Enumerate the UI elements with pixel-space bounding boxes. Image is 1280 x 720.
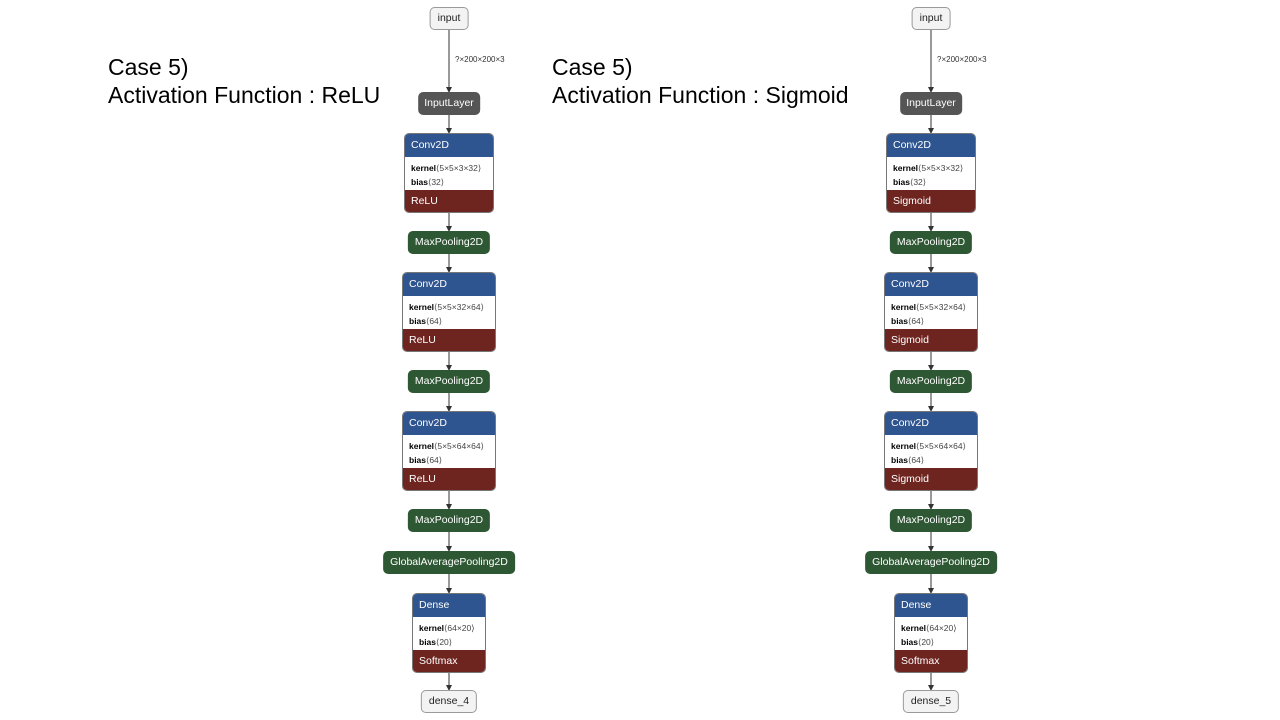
- input-node: input: [911, 7, 951, 30]
- activation-label: ReLU: [405, 190, 493, 212]
- input-layer-node: InputLayer: [418, 92, 480, 115]
- layer-title: Conv2D: [885, 412, 977, 435]
- caption-case: Case 5): [108, 54, 189, 80]
- kernel-label: kernel: [891, 302, 917, 312]
- activation-label: Sigmoid: [885, 468, 977, 490]
- kernel-label: kernel: [419, 623, 445, 633]
- caption-relu: Case 5) Activation Function : ReLU: [108, 53, 380, 109]
- output-node: dense_5: [902, 690, 960, 713]
- activation-label: Sigmoid: [887, 190, 975, 212]
- kernel-shape: ⟨5×5×3×32⟩: [436, 163, 482, 173]
- kernel-shape: ⟨5×5×64×64⟩: [916, 441, 966, 451]
- layer-params: kernel⟨5×5×64×64⟩ bias⟨64⟩: [885, 435, 977, 468]
- maxpool-node-3: MaxPooling2D: [407, 509, 491, 532]
- layer-params: kernel⟨5×5×3×32⟩ bias⟨32⟩: [405, 157, 493, 190]
- bias-label: bias: [893, 177, 911, 187]
- caption-activation: Activation Function : Sigmoid: [552, 82, 849, 108]
- kernel-label: kernel: [409, 441, 435, 451]
- maxpool-node-3: MaxPooling2D: [889, 509, 973, 532]
- activation-label: Softmax: [895, 650, 967, 672]
- input-shape-label: ?×200×200×3: [937, 55, 987, 64]
- model-graph-relu: input ?×200×200×3 InputLayer Conv2D kern…: [379, 0, 519, 720]
- dense-node: Dense kernel⟨64×20⟩ bias⟨20⟩ Softmax: [894, 593, 968, 673]
- bias-shape: ⟨64⟩: [908, 316, 925, 326]
- conv2d-node-3: Conv2D kernel⟨5×5×64×64⟩ bias⟨64⟩ ReLU: [402, 411, 496, 491]
- input-shape-label: ?×200×200×3: [455, 55, 505, 64]
- bias-shape: ⟨20⟩: [918, 637, 935, 647]
- bias-shape: ⟨64⟩: [426, 316, 443, 326]
- caption-sigmoid: Case 5) Activation Function : Sigmoid: [552, 53, 849, 109]
- activation-label: Sigmoid: [885, 329, 977, 351]
- global-avg-pool-node: GlobalAveragePooling2D: [865, 551, 997, 574]
- kernel-shape: ⟨64×20⟩: [444, 623, 475, 633]
- layer-title: Conv2D: [403, 273, 495, 296]
- bias-shape: ⟨32⟩: [910, 177, 927, 187]
- layer-title: Conv2D: [887, 134, 975, 157]
- kernel-label: kernel: [901, 623, 927, 633]
- kernel-label: kernel: [411, 163, 437, 173]
- layer-params: kernel⟨64×20⟩ bias⟨20⟩: [895, 617, 967, 650]
- layer-params: kernel⟨5×5×3×32⟩ bias⟨32⟩: [887, 157, 975, 190]
- maxpool-node-1: MaxPooling2D: [407, 231, 491, 254]
- maxpool-node-2: MaxPooling2D: [407, 370, 491, 393]
- bias-label: bias: [409, 455, 427, 465]
- bias-label: bias: [409, 316, 427, 326]
- layer-params: kernel⟨5×5×32×64⟩ bias⟨64⟩: [403, 296, 495, 329]
- conv2d-node-2: Conv2D kernel⟨5×5×32×64⟩ bias⟨64⟩ ReLU: [402, 272, 496, 352]
- caption-activation: Activation Function : ReLU: [108, 82, 381, 108]
- activation-label: ReLU: [403, 329, 495, 351]
- global-avg-pool-node: GlobalAveragePooling2D: [383, 551, 515, 574]
- maxpool-node-1: MaxPooling2D: [889, 231, 973, 254]
- kernel-shape: ⟨64×20⟩: [926, 623, 957, 633]
- layer-title: Conv2D: [403, 412, 495, 435]
- layer-params: kernel⟨5×5×32×64⟩ bias⟨64⟩: [885, 296, 977, 329]
- bias-label: bias: [411, 177, 429, 187]
- layer-params: kernel⟨64×20⟩ bias⟨20⟩: [413, 617, 485, 650]
- graph-edges: [928, 29, 934, 691]
- kernel-shape: ⟨5×5×64×64⟩: [434, 441, 484, 451]
- bias-label: bias: [901, 637, 919, 647]
- kernel-shape: ⟨5×5×32×64⟩: [434, 302, 484, 312]
- kernel-label: kernel: [409, 302, 435, 312]
- maxpool-node-2: MaxPooling2D: [889, 370, 973, 393]
- bias-shape: ⟨64⟩: [426, 455, 443, 465]
- kernel-shape: ⟨5×5×3×32⟩: [918, 163, 964, 173]
- dense-node: Dense kernel⟨64×20⟩ bias⟨20⟩ Softmax: [412, 593, 486, 673]
- kernel-label: kernel: [891, 441, 917, 451]
- bias-label: bias: [419, 637, 437, 647]
- caption-case: Case 5): [552, 54, 633, 80]
- layer-params: kernel⟨5×5×64×64⟩ bias⟨64⟩: [403, 435, 495, 468]
- conv2d-node-1: Conv2D kernel⟨5×5×3×32⟩ bias⟨32⟩ ReLU: [404, 133, 494, 213]
- kernel-shape: ⟨5×5×32×64⟩: [916, 302, 966, 312]
- layer-title: Dense: [413, 594, 485, 617]
- bias-shape: ⟨32⟩: [428, 177, 445, 187]
- model-graph-sigmoid: input ?×200×200×3 InputLayer Conv2D kern…: [861, 0, 1001, 720]
- bias-shape: ⟨20⟩: [436, 637, 453, 647]
- input-layer-node: InputLayer: [900, 92, 962, 115]
- graph-edges: [446, 29, 452, 691]
- output-node: dense_4: [420, 690, 478, 713]
- bias-label: bias: [891, 455, 909, 465]
- layer-title: Conv2D: [405, 134, 493, 157]
- layer-title: Dense: [895, 594, 967, 617]
- kernel-label: kernel: [893, 163, 919, 173]
- activation-label: Softmax: [413, 650, 485, 672]
- activation-label: ReLU: [403, 468, 495, 490]
- conv2d-node-2: Conv2D kernel⟨5×5×32×64⟩ bias⟨64⟩ Sigmoi…: [884, 272, 978, 352]
- bias-label: bias: [891, 316, 909, 326]
- conv2d-node-3: Conv2D kernel⟨5×5×64×64⟩ bias⟨64⟩ Sigmoi…: [884, 411, 978, 491]
- conv2d-node-1: Conv2D kernel⟨5×5×3×32⟩ bias⟨32⟩ Sigmoid: [886, 133, 976, 213]
- input-node: input: [429, 7, 469, 30]
- bias-shape: ⟨64⟩: [908, 455, 925, 465]
- layer-title: Conv2D: [885, 273, 977, 296]
